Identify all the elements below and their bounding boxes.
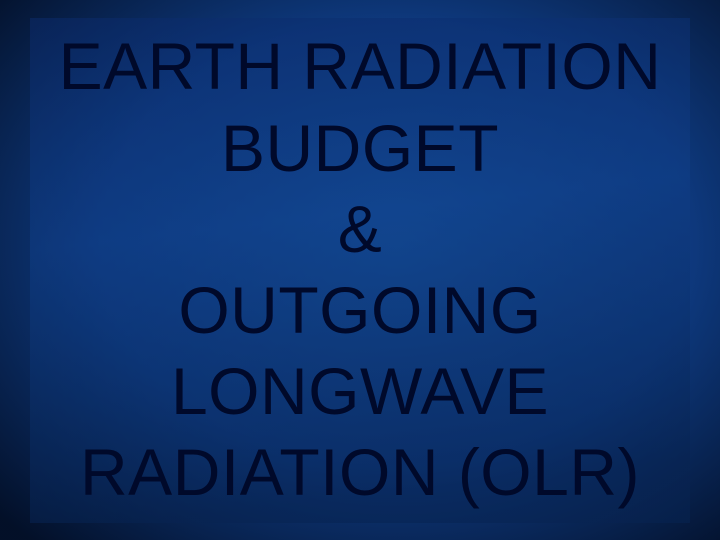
slide-title: EARTH RADIATION BUDGET & OUTGOING LONGWA… <box>0 26 720 513</box>
title-line-1: EARTH RADIATION <box>40 26 680 107</box>
title-line-5: LONGWAVE <box>40 351 680 432</box>
title-line-6: RADIATION (OLR) <box>40 432 680 513</box>
title-line-3: & <box>40 189 680 270</box>
title-slide: EARTH RADIATION BUDGET & OUTGOING LONGWA… <box>0 0 720 540</box>
title-line-4: OUTGOING <box>40 270 680 351</box>
title-line-2: BUDGET <box>40 108 680 189</box>
